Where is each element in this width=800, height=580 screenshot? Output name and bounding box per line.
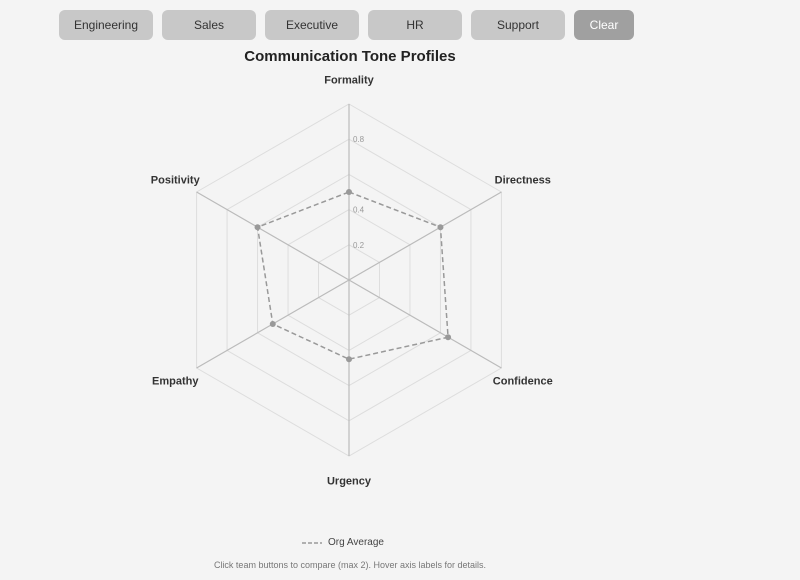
team-button-hr[interactable]: HR: [368, 10, 462, 40]
chart-title: Communication Tone Profiles: [244, 48, 456, 65]
team-button-executive[interactable]: Executive: [265, 10, 359, 40]
clear-button[interactable]: Clear: [574, 10, 634, 40]
data-point: [346, 189, 352, 195]
tick-label: 0.8: [353, 135, 365, 144]
legend: Org Average: [302, 537, 384, 548]
axis-label[interactable]: Positivity: [151, 175, 201, 187]
axis-label[interactable]: Formality: [324, 74, 374, 86]
data-point: [269, 321, 276, 327]
data-point: [346, 356, 352, 363]
axis-line: [196, 191, 350, 281]
axis-label[interactable]: Urgency: [327, 476, 372, 488]
data-point: [445, 334, 452, 341]
legend-dashed-line-icon: [302, 541, 322, 544]
tick-label: 0.4: [353, 206, 365, 215]
axis-label[interactable]: Confidence: [493, 375, 553, 387]
legend-label: Org Average: [328, 537, 384, 548]
tick-label: 0.2: [353, 241, 365, 250]
axis-label[interactable]: Directness: [495, 175, 551, 187]
team-button-engineering[interactable]: Engineering: [59, 10, 153, 40]
team-button-sales[interactable]: Sales: [162, 10, 256, 40]
axis-line: [348, 279, 502, 369]
data-point: [254, 224, 261, 231]
team-button-support[interactable]: Support: [471, 10, 565, 40]
hint-text: Click team buttons to compare (max 2). H…: [213, 560, 487, 570]
axis-line: [348, 191, 502, 281]
axis-label[interactable]: Empathy: [152, 375, 199, 387]
series-line: [256, 191, 449, 360]
data-point: [437, 224, 444, 231]
